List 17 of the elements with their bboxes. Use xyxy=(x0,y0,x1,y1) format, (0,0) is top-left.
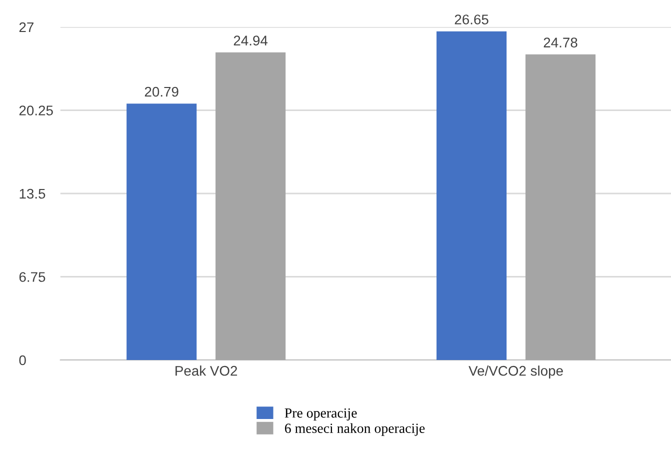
data-label: 26.65 xyxy=(454,14,488,24)
bar xyxy=(126,104,197,360)
data-label: 24.78 xyxy=(544,38,578,48)
y-tick-label: 6.75 xyxy=(19,272,46,282)
data-label: 24.94 xyxy=(234,36,268,46)
y-tick-label: 0 xyxy=(19,355,26,366)
x-tick-label: Peak VO2 xyxy=(176,366,238,376)
bar xyxy=(436,31,507,360)
y-tick-label: 20.25 xyxy=(19,106,53,116)
bar xyxy=(216,52,286,360)
y-tick-label: 13.5 xyxy=(20,188,46,199)
legend-label: Pre operacije xyxy=(284,408,357,421)
x-tick-label: Ve/VCO2 slope xyxy=(468,366,563,379)
legend-label: 6 meseci nakon operacije xyxy=(284,423,425,436)
data-label: 20.79 xyxy=(144,86,178,97)
y-tick-label: 27 xyxy=(19,22,34,32)
bar xyxy=(525,54,596,360)
